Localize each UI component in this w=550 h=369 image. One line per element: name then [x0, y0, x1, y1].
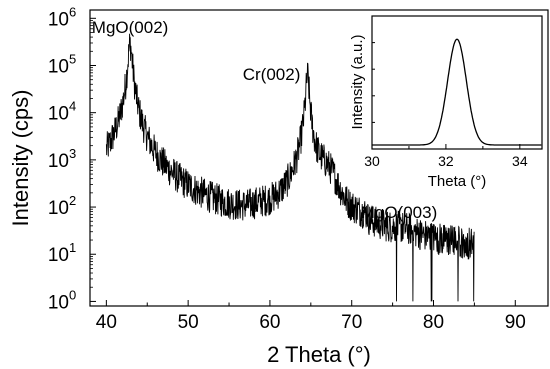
peak-label: MgO(002): [92, 18, 169, 37]
x-tick-label: 40: [96, 312, 117, 333]
inset-tick-labels: 30 32 34: [364, 153, 528, 169]
inset-peak-trace: [372, 38, 542, 146]
peak-label: Cr(002): [243, 65, 301, 84]
y-tick-label: 103: [48, 146, 76, 172]
main-xrd-trace: [105, 33, 475, 302]
y-tick-label: 105: [48, 51, 76, 77]
peak-label: MgO(003): [361, 203, 438, 222]
peak-annotations: MgO(002) Cr(002) MgO(003): [92, 18, 437, 222]
x-tick-label: 80: [423, 312, 444, 333]
main-tick-labels: 40 50 60 70 80 90 100 101 102 103 104 105 106: [48, 4, 526, 333]
y-tick-label: 100: [48, 287, 76, 313]
inset-x-axis-title: Theta (°): [428, 173, 487, 190]
y-tick-label: 106: [48, 4, 76, 30]
inset-x-tick-label: 34: [512, 153, 528, 169]
main-plot-frame: [89, 9, 549, 307]
inset-y-axis-title: Intensity (a.u.): [349, 34, 366, 129]
x-tick-label: 90: [505, 312, 526, 333]
y-tick-label: 101: [48, 240, 76, 266]
y-tick-label: 102: [48, 193, 76, 219]
x-axis-title: 2 Theta (°): [267, 342, 371, 367]
inset-frame: [371, 15, 543, 150]
main-axis-ticks: [90, 17, 516, 306]
y-axis-title: Intensity (cps): [8, 90, 33, 227]
inset-x-tick-label: 32: [438, 153, 454, 169]
x-tick-label: 70: [341, 312, 362, 333]
inset-x-tick-label: 30: [364, 153, 380, 169]
x-tick-label: 60: [259, 312, 280, 333]
y-tick-label: 104: [48, 99, 76, 125]
x-tick-label: 50: [178, 312, 199, 333]
